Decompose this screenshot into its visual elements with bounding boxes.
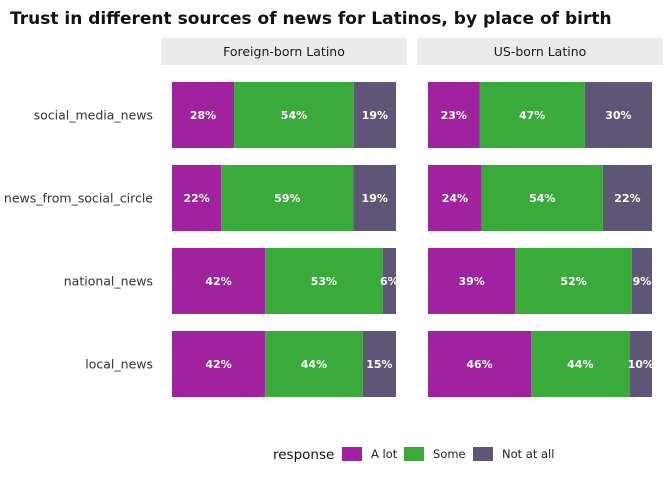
bar-label-social-media-news-a-lot: 23% [441,109,467,122]
bar-national-news-some [265,248,383,314]
bar-news-from-social-circle-some [221,165,354,231]
facet-strip-label: US-born Latino [494,44,587,59]
bar-label-national-news-a-lot: 42% [205,275,231,288]
bar-local-news-some [531,331,630,397]
y-tick-label-news-from-social-circle: news_from_social_circle [4,191,153,206]
bar-national-news-a-lot [428,248,516,314]
bar-local-news-some [265,331,363,397]
bar-news-from-social-circle-not-at-all [353,165,396,231]
bar-local-news-a-lot [172,331,266,397]
bar-label-local-news-not-at-all: 10% [628,358,654,371]
legend: response A lot Some Not at all [273,447,554,463]
facet-strip-label: Foreign-born Latino [223,44,345,59]
plot-area: social_media_news news_from_social_circle… [4,38,663,397]
bar-label-social-media-news-not-at-all: 30% [605,109,631,122]
bar-news-from-social-circle-not-at-all [602,165,652,231]
facet-strip [161,38,407,65]
legend-label-a-lot: A lot [371,447,398,461]
y-tick-label-social-media-news: social_media_news [34,108,153,123]
bar-social-media-news-not-at-all [584,82,652,148]
legend-label-not-at-all: Not at all [502,447,554,461]
bar-social-media-news-some [234,82,354,148]
legend-title: response [273,447,334,463]
bar-label-local-news-some: 44% [301,358,327,371]
bar-local-news-not-at-all [629,331,652,397]
legend-swatch-some [404,447,424,461]
bar-social-media-news-a-lot [172,82,235,148]
legend-label-some: Some [433,447,466,461]
bar-local-news-not-at-all [362,331,396,397]
facet-panel-foreign-born-latino: Foreign-born Latino 28% 54% 19% 22% 59% 19% 42%… [161,38,407,397]
bar-news-from-social-circle-a-lot [172,165,222,231]
bar-label-social-media-news-some: 47% [519,109,545,122]
bar-news-from-social-circle-some [481,165,603,231]
bar-label-news-from-social-circle-a-lot: 22% [183,192,209,205]
bar-label-local-news-some: 44% [567,358,593,371]
bar-label-news-from-social-circle-a-lot: 24% [442,192,468,205]
legend-swatch-a-lot [342,447,362,461]
bar-news-from-social-circle-a-lot [428,165,482,231]
bar-label-national-news-not-at-all: 9% [633,275,652,288]
bar-label-local-news-a-lot: 46% [466,358,492,371]
bar-social-media-news-not-at-all [353,82,396,148]
bar-label-news-from-social-circle-not-at-all: 19% [362,192,388,205]
bar-label-social-media-news-not-at-all: 19% [362,109,388,122]
facet-panel-us-born-latino: US-born Latino 23% 47% 30% 24% 54% 22% 39% 52% 9%… [417,38,663,397]
bar-label-national-news-a-lot: 39% [459,275,485,288]
bar-national-news-a-lot [172,248,266,314]
y-tick-label-national-news: national_news [64,274,153,289]
legend-swatch-not-at-all [473,447,493,461]
bar-label-social-media-news-a-lot: 28% [190,109,216,122]
bar-label-national-news-some: 52% [560,275,586,288]
bar-label-news-from-social-circle-not-at-all: 22% [614,192,640,205]
y-tick-label-local-news: local_news [85,357,153,372]
bar-label-local-news-not-at-all: 15% [366,358,392,371]
bar-social-media-news-some [479,82,585,148]
bar-national-news-some [515,248,632,314]
bar-national-news-not-at-all [382,248,396,314]
facet-strip [417,38,663,65]
bar-label-news-from-social-circle-some: 59% [274,192,300,205]
bar-label-social-media-news-some: 54% [281,109,307,122]
bar-label-national-news-not-at-all: 6% [380,275,399,288]
bar-national-news-not-at-all [631,248,652,314]
chart-title: Trust in different sources of news for L… [10,9,612,29]
bar-label-national-news-some: 53% [311,275,337,288]
bar-label-news-from-social-circle-some: 54% [529,192,555,205]
bar-label-local-news-a-lot: 42% [205,358,231,371]
bar-social-media-news-a-lot [428,82,480,148]
bar-local-news-a-lot [428,331,532,397]
